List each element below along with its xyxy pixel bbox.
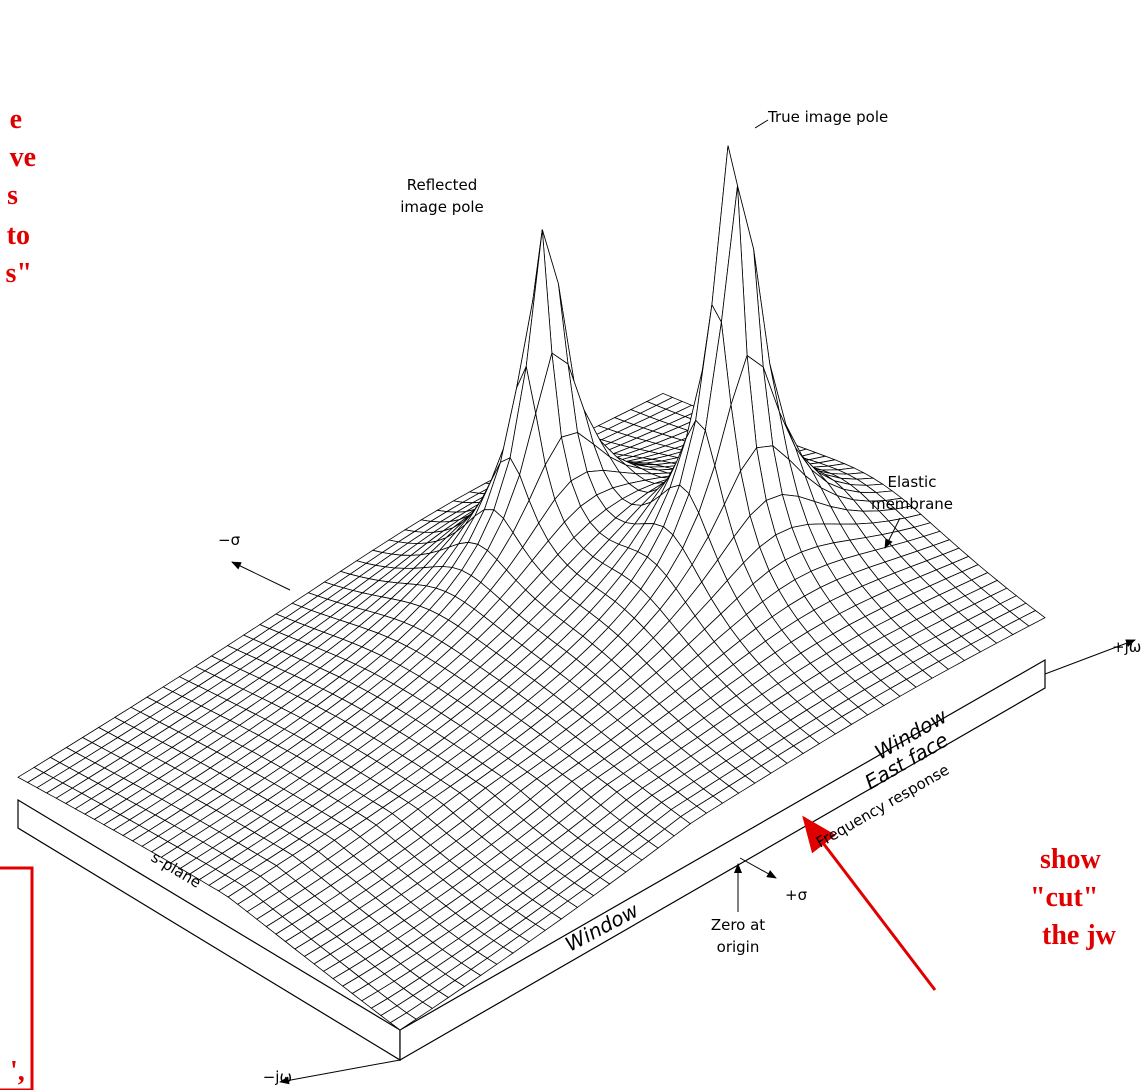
red-notes-left: e ve s to s": [6, 104, 36, 289]
red-note: the jw: [1042, 920, 1117, 951]
red-box-text: ',: [10, 1056, 25, 1087]
red-note: e: [10, 104, 22, 135]
reflected-pole-label: image pole: [400, 198, 484, 216]
plus-sigma-arrow: [740, 858, 776, 878]
red-note: s: [7, 180, 18, 211]
minus-jw-arrow: [280, 1060, 400, 1082]
figure: Reflected image pole True image pole Ela…: [0, 0, 1148, 1090]
red-note: show: [1040, 844, 1101, 875]
zero-label: origin: [717, 938, 760, 956]
red-note: to: [7, 220, 30, 251]
minus-sigma-arrow: [232, 562, 290, 590]
minus-jw-label: −jω: [263, 1068, 292, 1086]
membrane-label: Elastic: [888, 473, 937, 491]
red-note: ve: [10, 142, 36, 173]
minus-sigma-label: −σ: [218, 531, 241, 549]
reflected-pole-label: Reflected: [407, 176, 478, 194]
red-note: s": [6, 258, 32, 289]
true-pole-label: True image pole: [767, 108, 888, 126]
plus-jw-label: +jω: [1112, 638, 1141, 656]
zero-label: Zero at: [711, 916, 765, 934]
plus-sigma-label: +σ: [785, 886, 808, 904]
red-note: "cut": [1030, 882, 1098, 913]
membrane-label: membrane: [871, 495, 953, 513]
true-pole-leader: [755, 120, 768, 128]
